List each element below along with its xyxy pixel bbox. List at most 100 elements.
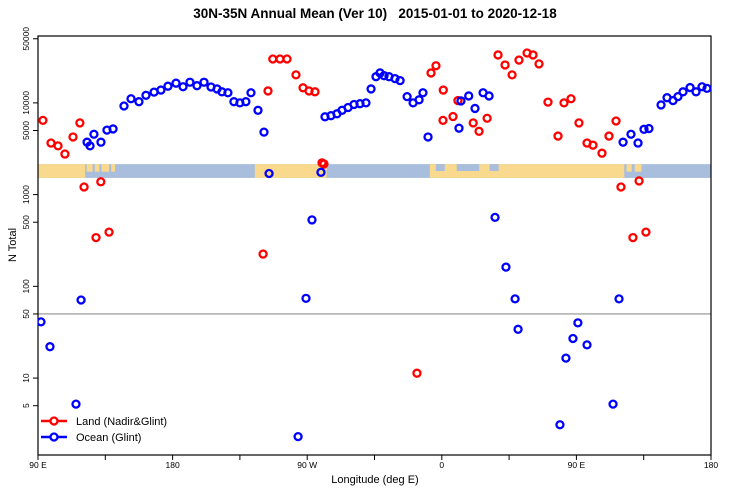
data-point-ocean xyxy=(293,431,303,442)
data-point-ocean xyxy=(573,318,583,328)
data-point-land xyxy=(566,94,576,104)
strip-ocean-notch xyxy=(435,164,445,172)
data-point-ocean xyxy=(561,353,571,363)
data-point-ocean xyxy=(96,137,106,147)
data-point-ocean xyxy=(253,105,263,115)
y-tick-label: 100 xyxy=(21,279,31,293)
data-point-ocean xyxy=(37,317,46,327)
data-point-ocean xyxy=(639,124,649,134)
x-axis-title: Longitude (deg E) xyxy=(331,474,419,486)
strip-land-segment xyxy=(38,164,86,178)
data-point-ocean xyxy=(366,84,376,94)
strip-land-island xyxy=(626,164,632,172)
data-point-ocean xyxy=(241,97,251,107)
data-point-land xyxy=(79,182,89,192)
data-point-ocean xyxy=(379,71,389,81)
y-tick-label: 10000 xyxy=(21,91,31,115)
data-point-ocean xyxy=(246,88,256,98)
data-point-ocean xyxy=(141,90,151,100)
x-axis-ticks: 90 E 180 90 W 0 90 E 180 xyxy=(29,455,718,470)
data-point-land xyxy=(574,118,584,128)
data-point-land xyxy=(91,232,101,243)
data-point-land xyxy=(553,131,563,141)
data-point-land xyxy=(597,148,607,158)
data-point-land xyxy=(438,115,448,126)
data-point-ocean xyxy=(456,96,466,106)
data-point-ocean xyxy=(163,81,173,91)
data-point-ocean xyxy=(633,138,643,148)
strip-ocean-notch xyxy=(489,164,499,172)
data-point-ocean xyxy=(510,294,520,304)
data-point-land xyxy=(319,159,329,169)
legend-label-ocean: Ocean (Glint) xyxy=(76,432,141,444)
data-point-ocean xyxy=(45,342,55,352)
data-point-land xyxy=(268,54,278,64)
data-point-land xyxy=(310,87,320,97)
x-tick-label: 90 W xyxy=(297,460,317,470)
data-point-ocean xyxy=(685,82,695,93)
data-point-ocean xyxy=(76,295,86,305)
data-point-land xyxy=(263,86,273,96)
data-point-ocean xyxy=(395,75,405,86)
data-point-ocean xyxy=(192,81,202,91)
strip-land-island xyxy=(634,164,642,172)
data-point-ocean xyxy=(644,123,654,134)
data-point-ocean xyxy=(316,167,326,177)
legend-marker-ocean xyxy=(49,432,59,442)
data-point-land xyxy=(514,55,524,65)
data-point-ocean xyxy=(484,91,494,101)
data-point-ocean xyxy=(307,215,317,225)
data-point-land xyxy=(604,131,614,141)
data-point-land xyxy=(426,68,436,78)
data-point-ocean xyxy=(185,77,195,87)
data-point-land xyxy=(75,118,85,128)
data-point-ocean xyxy=(71,399,81,409)
y-tick-label: 500 xyxy=(21,215,31,229)
data-point-ocean xyxy=(582,340,592,350)
data-point-ocean xyxy=(673,91,683,102)
data-point-ocean xyxy=(301,293,311,303)
data-point-land xyxy=(68,132,78,142)
data-point-ocean xyxy=(614,294,624,304)
data-point-ocean xyxy=(608,399,618,409)
data-point-land xyxy=(438,85,448,95)
y-tick-label: 50 xyxy=(21,309,31,319)
data-point-land xyxy=(559,98,569,108)
data-point-land xyxy=(474,126,484,136)
data-point-ocean xyxy=(361,98,371,108)
series-land xyxy=(38,48,651,378)
data-point-land xyxy=(60,149,70,159)
strip-land-island xyxy=(94,164,100,172)
data-point-ocean xyxy=(555,420,565,430)
legend-label-land: Land (Nadir&Glint) xyxy=(76,416,167,428)
strip-land-island xyxy=(86,164,93,172)
x-tick-label: 180 xyxy=(166,460,180,470)
data-point-ocean xyxy=(454,123,464,133)
legend-marker-land xyxy=(49,416,59,426)
data-point-ocean xyxy=(178,82,188,92)
data-point-ocean xyxy=(134,97,144,107)
data-point-ocean xyxy=(264,168,274,179)
data-point-land xyxy=(493,50,503,60)
data-point-land xyxy=(38,115,48,126)
data-point-land xyxy=(468,118,478,128)
data-point-ocean xyxy=(126,94,136,104)
strip-land-island xyxy=(101,164,110,172)
data-point-land xyxy=(628,232,638,243)
series-ocean xyxy=(37,68,712,442)
data-point-ocean xyxy=(156,85,166,95)
data-point-ocean xyxy=(423,132,433,142)
data-point-ocean xyxy=(89,129,99,139)
data-point-land xyxy=(611,116,621,126)
x-tick-label: 180 xyxy=(704,460,718,470)
data-point-ocean xyxy=(464,91,474,101)
data-point-ocean xyxy=(418,88,428,98)
y-axis-ticks: 5 10 50 100 500 1000 5000 10000 50000 xyxy=(21,27,38,408)
data-point-land xyxy=(543,97,553,107)
data-point-land xyxy=(448,111,458,122)
data-point-land xyxy=(534,59,544,69)
y-tick-label: 1000 xyxy=(21,185,31,204)
data-point-ocean xyxy=(691,87,701,97)
data-point-land xyxy=(528,50,538,60)
